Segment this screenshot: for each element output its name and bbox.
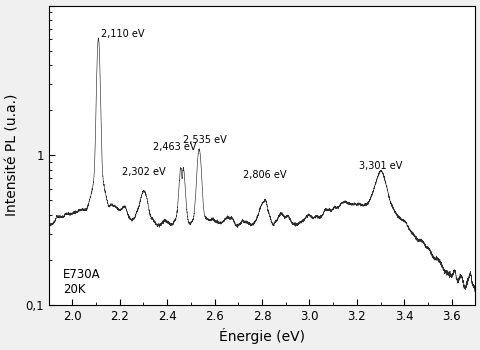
Text: 2,302 eV: 2,302 eV <box>121 167 165 177</box>
Text: E730A
20K: E730A 20K <box>63 268 100 296</box>
Y-axis label: Intensité PL (u.a.): Intensité PL (u.a.) <box>6 94 20 217</box>
Text: 3,301 eV: 3,301 eV <box>358 161 401 171</box>
X-axis label: Énergie (eV): Énergie (eV) <box>218 328 304 344</box>
Text: 2,535 eV: 2,535 eV <box>183 134 227 145</box>
Text: 2,806 eV: 2,806 eV <box>242 170 286 180</box>
Text: 2,110 eV: 2,110 eV <box>100 29 144 39</box>
Text: 2,463 eV: 2,463 eV <box>152 142 196 152</box>
